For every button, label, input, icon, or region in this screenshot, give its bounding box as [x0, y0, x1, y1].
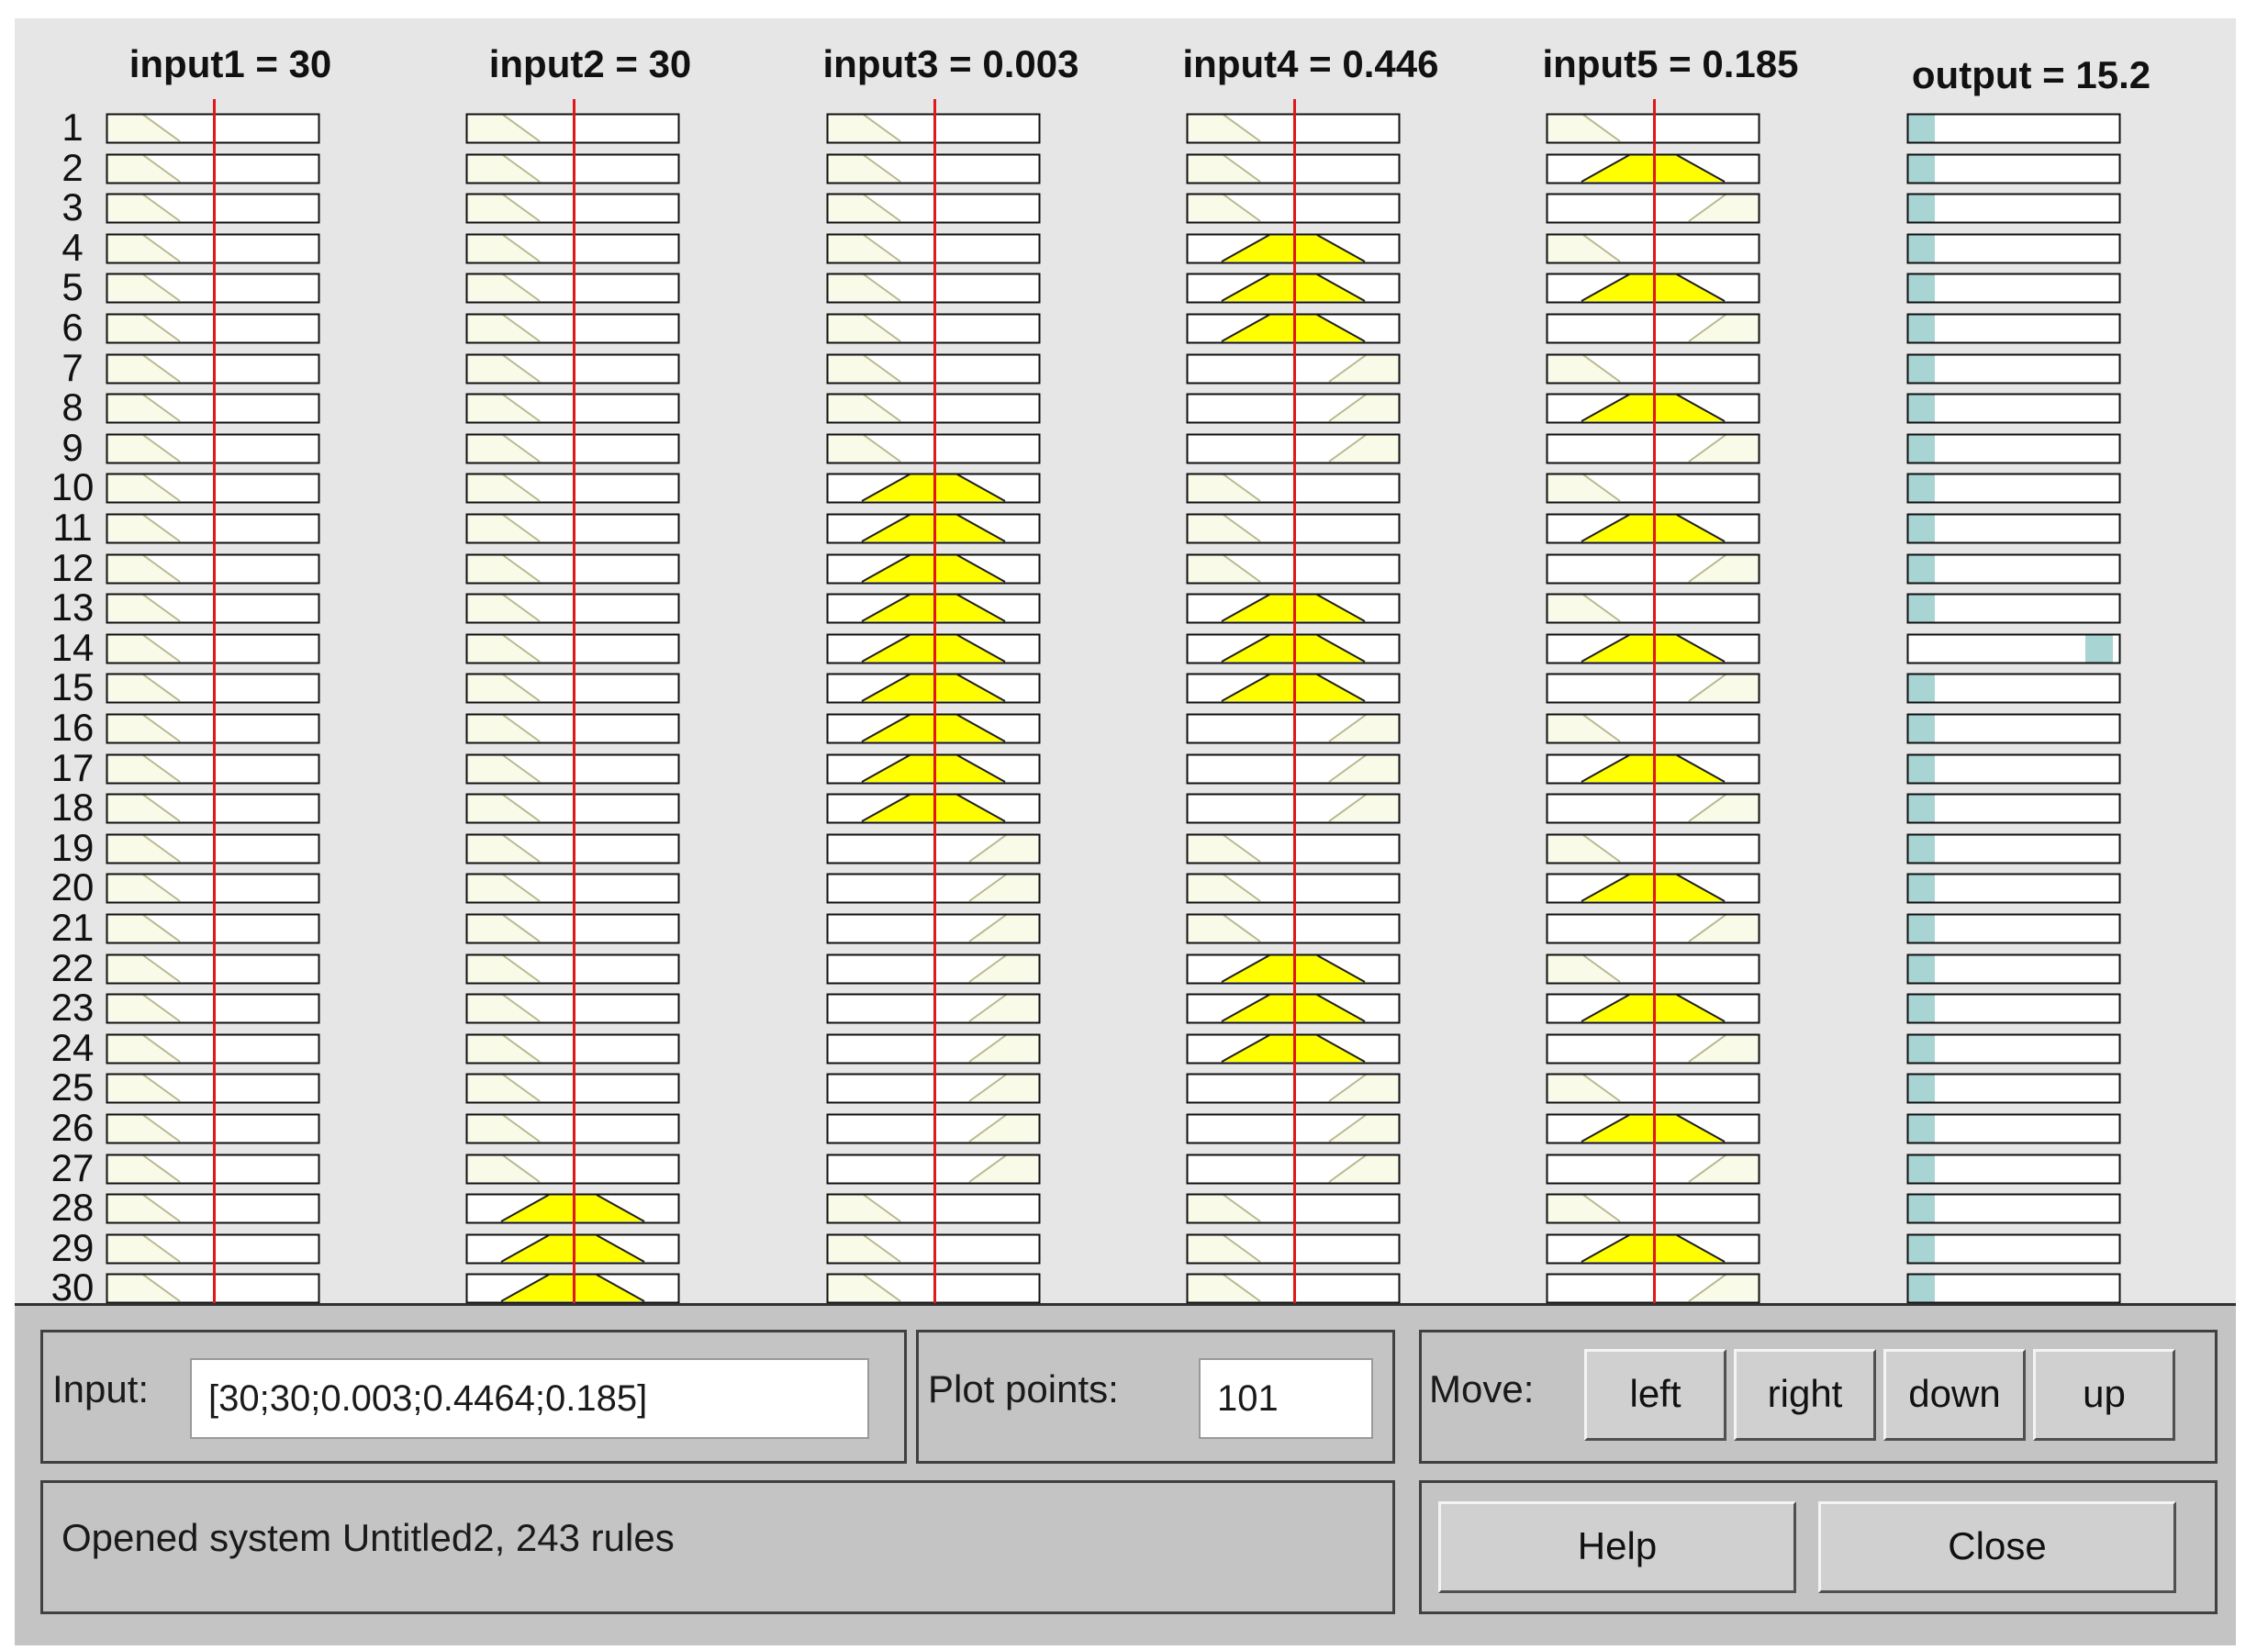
- rule-number: 18: [50, 786, 95, 830]
- rule-number: 23: [50, 986, 95, 1030]
- rule-11-output-mf: [1906, 513, 2121, 544]
- rule-number: 10: [50, 465, 95, 509]
- input2-value-indicator-line[interactable]: [573, 99, 575, 1303]
- rule-17-output-mf: [1906, 753, 2121, 785]
- rule-14-output-mf: [1906, 633, 2121, 664]
- rule-number: 28: [50, 1186, 95, 1230]
- rule-15-output-mf: [1906, 673, 2121, 704]
- rule-20-output-mf: [1906, 873, 2121, 904]
- rule-number: 2: [61, 145, 84, 189]
- rules-plot-area: input1 = 30 input2 = 30 input3 = 0.003 i…: [15, 18, 2236, 1303]
- rule-13-output-mf: [1906, 593, 2121, 624]
- output-title: output = 15.2: [1911, 53, 2151, 96]
- input4-value-indicator-line[interactable]: [1293, 99, 1296, 1303]
- status-text: Opened system Untitled2, 243 rules: [61, 1516, 675, 1559]
- close-button[interactable]: Close: [1818, 1501, 2176, 1593]
- rule-number: 17: [50, 745, 95, 789]
- input5-value-indicator-line[interactable]: [1653, 99, 1656, 1303]
- rule-19-output-mf: [1906, 833, 2121, 864]
- move-panel: Move: left right down up: [1419, 1330, 2218, 1464]
- input-vector-field[interactable]: [190, 1358, 869, 1439]
- rule-25-output-mf: [1906, 1073, 2121, 1104]
- rule-1-output-mf: [1906, 113, 2121, 144]
- rule-7-output-mf: [1906, 353, 2121, 385]
- status-panel: Opened system Untitled2, 243 rules: [40, 1480, 1395, 1614]
- rule-6-output-mf: [1906, 313, 2121, 344]
- rule-number: 22: [50, 945, 95, 989]
- rule-number: 29: [50, 1225, 95, 1269]
- rule-number: 11: [52, 506, 93, 549]
- rule-number: 19: [50, 825, 95, 869]
- rule-9-output-mf: [1906, 433, 2121, 464]
- input-panel: Input:: [40, 1330, 907, 1464]
- rule-number: 26: [50, 1106, 95, 1149]
- rule-number: 21: [50, 906, 95, 949]
- input2-title: input2 = 30: [488, 42, 692, 85]
- rule-28-output-mf: [1906, 1193, 2121, 1224]
- input4-title: input4 = 0.446: [1182, 42, 1439, 85]
- plot-points-field[interactable]: [1199, 1358, 1373, 1439]
- rule-30-output-mf: [1906, 1273, 2121, 1303]
- input5-title: input5 = 0.185: [1542, 42, 1799, 85]
- rule-4-output-mf: [1906, 233, 2121, 264]
- action-panel: Help Close: [1419, 1480, 2218, 1614]
- help-button[interactable]: Help: [1438, 1501, 1796, 1593]
- input3-title: input3 = 0.003: [822, 42, 1079, 85]
- rule-16-output-mf: [1906, 713, 2121, 744]
- rule-5-output-mf: [1906, 273, 2121, 304]
- rule-26-output-mf: [1906, 1113, 2121, 1144]
- rule-number: 6: [61, 306, 84, 349]
- input1-value-indicator-line[interactable]: [213, 99, 216, 1303]
- rule-number: 24: [50, 1025, 95, 1069]
- rule-18-output-mf: [1906, 793, 2121, 824]
- move-left-button[interactable]: left: [1584, 1349, 1726, 1441]
- input-label: Input:: [52, 1367, 150, 1410]
- rule-23-output-mf: [1906, 993, 2121, 1024]
- rule-number: 27: [50, 1145, 95, 1189]
- move-label: Move:: [1429, 1367, 1535, 1410]
- rule-8-output-mf: [1906, 393, 2121, 424]
- rule-number: 7: [61, 345, 84, 389]
- rule-12-output-mf: [1906, 553, 2121, 585]
- rule-number: 3: [61, 185, 84, 229]
- plot-points-panel: Plot points:: [916, 1330, 1395, 1464]
- rule-number: 12: [50, 545, 95, 589]
- plot-points-label: Plot points:: [928, 1367, 1119, 1410]
- rule-number: 1: [61, 106, 84, 149]
- rule-number: 20: [50, 865, 95, 909]
- rule-number: 8: [61, 385, 84, 429]
- rule-number: 5: [61, 265, 84, 309]
- rule-22-output-mf: [1906, 953, 2121, 985]
- rule-number: 14: [50, 625, 95, 669]
- rule-number: 15: [50, 665, 95, 709]
- control-panel: Input: Plot points: Move: left right dow…: [15, 1303, 2236, 1645]
- move-down-button[interactable]: down: [1883, 1349, 2026, 1441]
- rule-number: 13: [50, 585, 95, 630]
- rule-10-output-mf: [1906, 473, 2121, 504]
- rule-3-output-mf: [1906, 193, 2121, 224]
- rule-number: 4: [61, 225, 84, 269]
- rule-2-output-mf: [1906, 153, 2121, 184]
- rule-number: 16: [50, 706, 95, 749]
- rule-number: 25: [50, 1065, 95, 1109]
- move-up-button[interactable]: up: [2033, 1349, 2175, 1441]
- rule-21-output-mf: [1906, 913, 2121, 944]
- input1-title: input1 = 30: [128, 42, 332, 85]
- rule-number: 9: [61, 425, 84, 469]
- rule-viewer-window: input1 = 30 input2 = 30 input3 = 0.003 i…: [15, 18, 2236, 1645]
- rule-27-output-mf: [1906, 1154, 2121, 1185]
- move-right-button[interactable]: right: [1734, 1349, 1876, 1441]
- rule-number: 30: [50, 1265, 95, 1303]
- rule-24-output-mf: [1906, 1033, 2121, 1065]
- input3-value-indicator-line[interactable]: [933, 99, 936, 1303]
- rule-29-output-mf: [1906, 1233, 2121, 1265]
